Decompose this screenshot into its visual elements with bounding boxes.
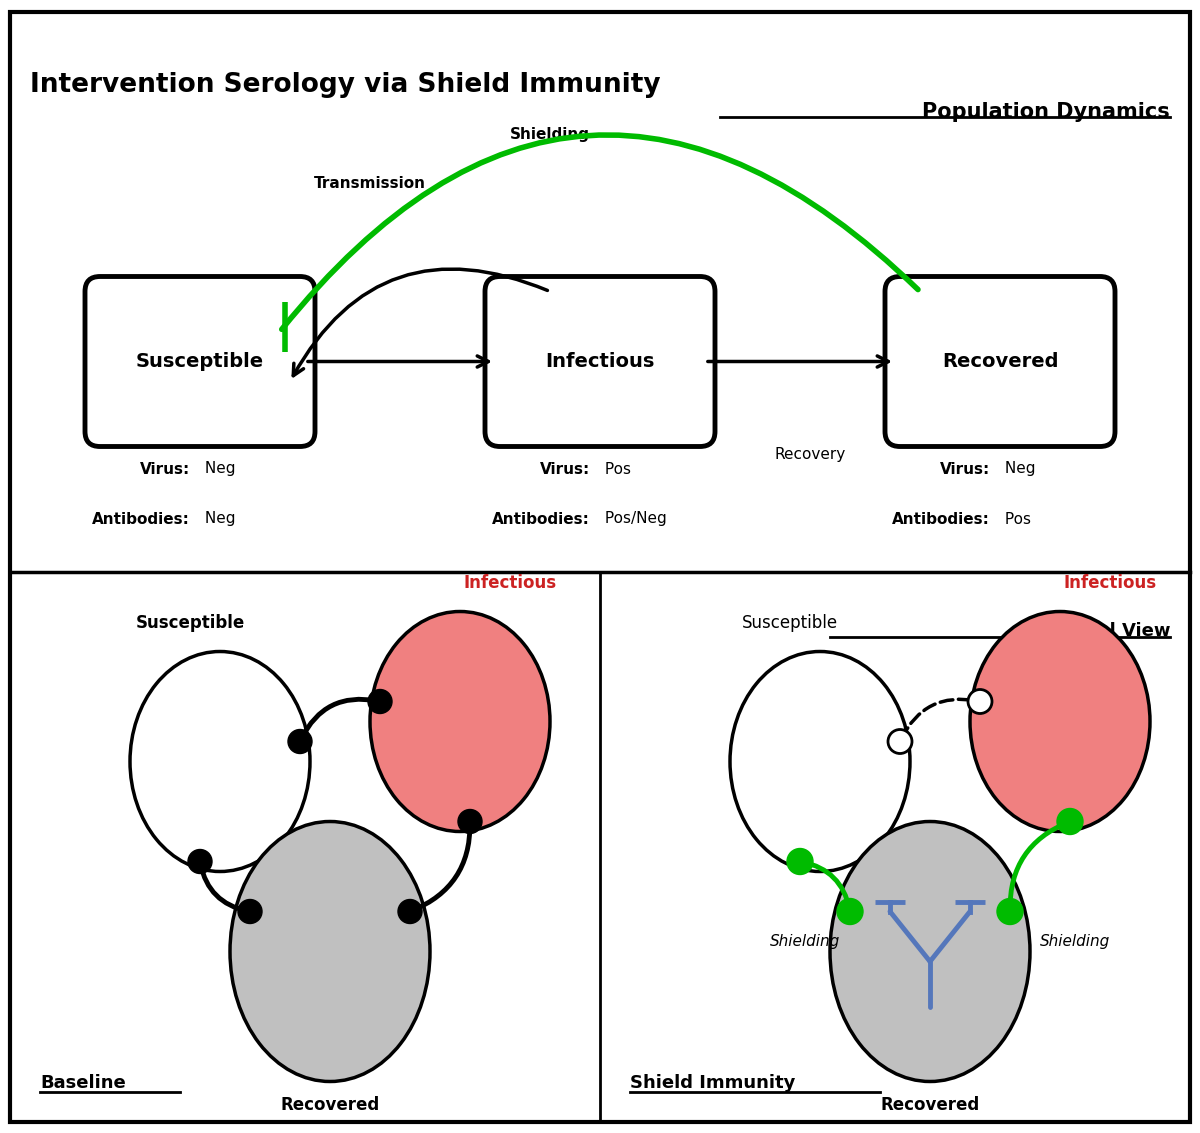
FancyArrowPatch shape: [200, 864, 247, 911]
Text: Neg: Neg: [200, 511, 235, 527]
Text: Virus:: Virus:: [139, 461, 190, 477]
Text: Virus:: Virus:: [940, 461, 990, 477]
FancyArrowPatch shape: [282, 135, 918, 330]
Circle shape: [968, 690, 992, 714]
FancyBboxPatch shape: [886, 276, 1115, 446]
Text: Infectious: Infectious: [1063, 573, 1157, 591]
Text: Antibodies:: Antibodies:: [492, 511, 590, 527]
Circle shape: [838, 898, 863, 925]
Text: Baseline: Baseline: [40, 1073, 126, 1091]
Text: Antibodies:: Antibodies:: [92, 511, 190, 527]
Ellipse shape: [370, 612, 550, 832]
Text: Antibodies:: Antibodies:: [892, 511, 990, 527]
Text: Infectious: Infectious: [463, 573, 557, 591]
Text: Infectious: Infectious: [545, 352, 655, 370]
Text: Shielding: Shielding: [510, 127, 590, 142]
Circle shape: [368, 690, 392, 714]
FancyArrowPatch shape: [901, 699, 977, 739]
Text: Susceptible: Susceptible: [742, 613, 838, 631]
Circle shape: [238, 900, 262, 923]
FancyArrowPatch shape: [293, 269, 547, 376]
Circle shape: [787, 849, 814, 875]
Text: Recovered: Recovered: [942, 352, 1058, 370]
Text: Transmission: Transmission: [314, 177, 426, 191]
Text: Individual View: Individual View: [1015, 622, 1170, 639]
Text: Susceptible: Susceptible: [136, 613, 245, 631]
Text: Shield Immunity: Shield Immunity: [630, 1073, 796, 1091]
Ellipse shape: [830, 821, 1030, 1082]
Text: Recovered: Recovered: [281, 1097, 379, 1115]
Text: Susceptible: Susceptible: [136, 352, 264, 370]
Text: Neg: Neg: [200, 461, 235, 477]
FancyArrowPatch shape: [803, 862, 850, 909]
Circle shape: [997, 898, 1022, 925]
Circle shape: [188, 850, 212, 874]
Ellipse shape: [970, 612, 1150, 832]
Text: Pos: Pos: [1000, 511, 1031, 527]
Text: Pos: Pos: [600, 461, 631, 477]
Text: Recovery: Recovery: [774, 446, 846, 461]
Circle shape: [458, 809, 482, 834]
FancyBboxPatch shape: [85, 276, 314, 446]
Circle shape: [288, 730, 312, 753]
FancyArrowPatch shape: [1010, 823, 1068, 909]
Text: Population Dynamics: Population Dynamics: [923, 102, 1170, 121]
Text: Neg: Neg: [1000, 461, 1036, 477]
Ellipse shape: [230, 821, 430, 1082]
Circle shape: [398, 900, 422, 923]
Text: Shielding: Shielding: [1040, 934, 1110, 949]
FancyArrowPatch shape: [301, 699, 377, 739]
Text: Recovered: Recovered: [881, 1097, 979, 1115]
FancyArrowPatch shape: [413, 825, 470, 911]
Ellipse shape: [730, 651, 910, 871]
Text: Intervention Serology via Shield Immunity: Intervention Serology via Shield Immunit…: [30, 71, 661, 97]
FancyBboxPatch shape: [485, 276, 715, 446]
Circle shape: [888, 730, 912, 753]
Text: Virus:: Virus:: [540, 461, 590, 477]
Text: Pos/Neg: Pos/Neg: [600, 511, 667, 527]
Ellipse shape: [130, 651, 310, 871]
Circle shape: [1057, 809, 1084, 835]
Text: Shielding: Shielding: [769, 934, 840, 949]
